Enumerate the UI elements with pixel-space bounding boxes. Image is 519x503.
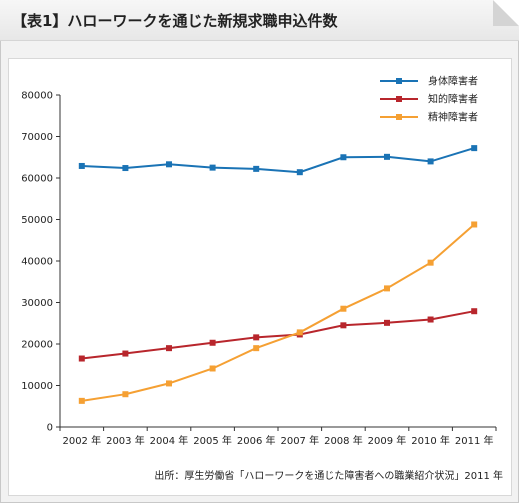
data-point (209, 365, 216, 372)
legend-marker (396, 96, 402, 102)
data-point (296, 169, 303, 176)
data-point (166, 161, 172, 168)
data-point (296, 329, 303, 336)
x-tick-label: 2011 年 (455, 434, 494, 447)
y-tick-label: 40000 (21, 257, 53, 268)
source-note: 出所：厚生労働省「ハローワークを通じた障害者への職業紹介状況」2011 年 (154, 469, 503, 482)
x-tick-label: 2007 年 (280, 434, 319, 447)
y-tick-label: 30000 (21, 298, 53, 309)
data-point (384, 319, 390, 326)
page-title: 【表1】ハローワークを通じた新規求職申込件数 (12, 12, 338, 30)
data-point (253, 334, 260, 341)
x-tick-label: 2009 年 (368, 434, 407, 447)
y-tick-label: 0 (47, 423, 53, 434)
data-point (166, 380, 172, 387)
x-tick-label: 2005 年 (193, 434, 232, 447)
data-point (427, 158, 434, 165)
data-point (427, 316, 434, 323)
x-tick-label: 2010 年 (411, 434, 450, 447)
x-tick-label: 2008 年 (324, 434, 363, 447)
series-line (81, 310, 475, 360)
data-point (384, 153, 390, 160)
data-point (384, 285, 390, 292)
data-point (78, 162, 85, 169)
x-tick-label: 2002 年 (62, 434, 101, 447)
y-tick-label: 80000 (21, 91, 53, 102)
x-tick-label: 2006 年 (237, 434, 276, 447)
data-point (253, 165, 260, 172)
data-point (471, 221, 478, 228)
series-line (81, 223, 475, 402)
header-bar: 【表1】ハローワークを通じた新規求職申込件数 (0, 0, 519, 41)
y-tick-label: 50000 (21, 215, 53, 226)
data-point (471, 145, 478, 152)
data-point (253, 345, 260, 352)
legend-marker (396, 78, 402, 84)
data-point (340, 305, 347, 312)
data-point (122, 391, 129, 398)
data-point (122, 350, 129, 357)
data-point (340, 154, 347, 161)
chart-panel (8, 58, 512, 496)
legend-label: 身体障害者 (428, 75, 478, 88)
series-line (81, 147, 475, 174)
y-tick-label: 10000 (21, 381, 53, 392)
y-tick-label: 70000 (21, 132, 53, 143)
y-tick-label: 20000 (21, 340, 53, 351)
data-point (340, 322, 347, 329)
y-tick-label: 60000 (21, 174, 53, 185)
data-point (122, 165, 129, 172)
data-point (209, 164, 216, 171)
legend-label: 精神障害者 (428, 111, 478, 124)
data-point (209, 339, 216, 346)
legend-label: 知的障害者 (428, 93, 478, 106)
data-point (427, 259, 434, 266)
data-point (166, 345, 172, 352)
x-tick-label: 2004 年 (150, 434, 189, 447)
page-curl-corner (493, 0, 519, 26)
data-point (78, 355, 85, 362)
legend-marker (396, 114, 402, 120)
x-tick-label: 2003 年 (106, 434, 145, 447)
data-point (78, 397, 85, 404)
data-point (471, 308, 478, 315)
